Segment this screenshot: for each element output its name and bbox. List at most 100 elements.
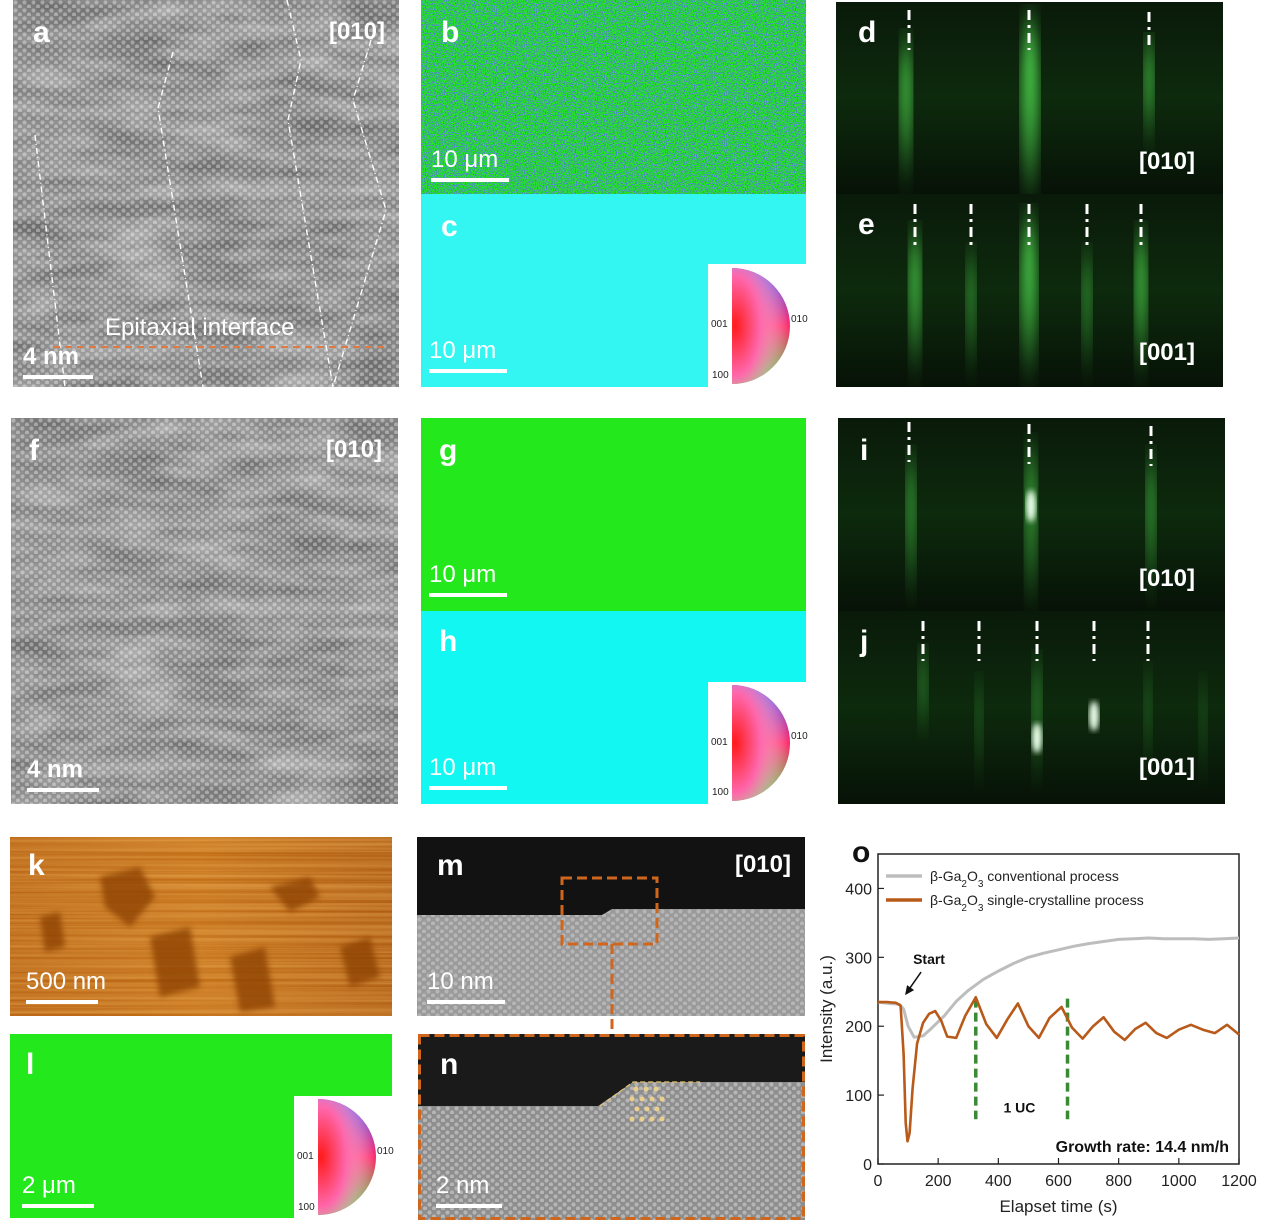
panel-label: n	[440, 1048, 459, 1081]
ipf-key-001: 001	[711, 737, 728, 748]
panel-n-stem-zoom: n 2 nm	[418, 1034, 805, 1220]
scale-bar-label: 4 nm	[27, 756, 84, 783]
stem-texture	[13, 0, 399, 387]
scale-bar-label: 10 μm	[431, 146, 499, 173]
domain-boundary-3	[286, 0, 334, 387]
y-tick-label: 100	[845, 1088, 872, 1105]
scale-bar: 10 μm	[431, 142, 509, 182]
afm-texture	[10, 837, 392, 1016]
y-axis-label: Intensity (a.u.)	[817, 955, 836, 1063]
panel-j-rheed: j [001]	[838, 611, 1225, 804]
legend-entry: β-Ga2O3 single-crystalline process	[930, 892, 1144, 914]
ipf-key-001: 001	[297, 1151, 314, 1162]
ipf-key-100: 100	[712, 787, 729, 798]
panel-b-ebsd-map: b 10 μm	[421, 0, 806, 194]
stem-texture	[11, 418, 398, 804]
legend-entry: β-Ga2O3 conventional process	[930, 868, 1119, 890]
panel-label: h	[439, 625, 458, 658]
start-arrow-head	[905, 985, 915, 996]
domain-boundary-1	[34, 134, 66, 387]
ipf-key-graphic	[732, 685, 790, 801]
scale-bar-label: 10 μm	[429, 337, 497, 364]
panel-label: c	[441, 210, 458, 243]
panel-label: e	[858, 208, 875, 241]
scale-bar-line	[429, 369, 507, 373]
ipf-key-100: 100	[712, 370, 729, 381]
zone-axis-label: [010]	[328, 18, 385, 45]
x-tick-label: 1200	[1221, 1173, 1257, 1190]
start-annotation: Start	[913, 951, 945, 967]
scale-bar: 10 μm	[429, 750, 507, 790]
interface-annotation: Epitaxial interface	[105, 314, 295, 341]
panel-label: d	[858, 16, 877, 49]
ipf-key-010: 010	[791, 314, 808, 325]
scale-bar-label: 10 μm	[429, 561, 497, 588]
scale-bar: 4 nm	[27, 752, 99, 792]
scale-bar: 2 μm	[22, 1168, 94, 1208]
ipf-color-key: 010 001 100	[708, 682, 808, 804]
panel-k-afm-image: k 500 nm	[10, 837, 392, 1016]
y-tick-label: 400	[845, 881, 872, 898]
panel-label: k	[28, 849, 45, 882]
x-tick-label: 400	[985, 1173, 1012, 1190]
ipf-key-graphic	[318, 1099, 376, 1215]
scale-bar: 500 nm	[26, 964, 106, 1004]
panel-label: l	[26, 1048, 35, 1081]
scale-bar-line	[436, 1204, 502, 1208]
panel-a-stem-image: a [010] Epitaxial interface 4 nm	[13, 0, 399, 387]
panel-label: j	[860, 625, 869, 658]
scale-bar-line	[27, 788, 99, 792]
scale-bar-label: 2 nm	[436, 1172, 490, 1199]
panel-label: b	[441, 16, 460, 49]
ipf-key-010: 010	[377, 1146, 394, 1157]
ipf-key-010: 010	[791, 731, 808, 742]
panel-d-rheed: d [010]	[836, 2, 1223, 194]
panel-i-rheed: i [010]	[838, 418, 1225, 611]
rheed-pattern	[838, 418, 1225, 611]
scale-bar-line	[429, 593, 507, 597]
scale-bar: 2 nm	[436, 1168, 502, 1208]
panel-label: m	[437, 849, 464, 882]
ipf-key-001: 001	[711, 319, 728, 330]
y-tick-label: 300	[845, 950, 872, 967]
panel-f-stem-image: f [010] 4 nm	[11, 418, 398, 804]
panel-label: f	[29, 434, 39, 467]
scale-bar: 4 nm	[23, 339, 93, 379]
scale-bar-line	[26, 1000, 98, 1004]
x-tick-label: 200	[925, 1173, 952, 1190]
x-tick-label: 600	[1045, 1173, 1072, 1190]
rheed-pattern	[836, 2, 1223, 194]
scale-bar: 10 μm	[429, 557, 507, 597]
zone-axis-label: [001]	[1138, 339, 1195, 366]
panel-label: i	[860, 434, 869, 467]
panel-label: a	[33, 16, 50, 49]
scale-bar-line	[431, 178, 509, 182]
scale-bar-line	[22, 1204, 94, 1208]
x-tick-label: 1000	[1161, 1173, 1197, 1190]
y-tick-label: 0	[863, 1157, 872, 1174]
scale-bar-label: 4 nm	[23, 343, 80, 370]
rheed-pattern	[838, 611, 1225, 804]
zoom-connector	[610, 944, 614, 1032]
zone-axis-label: [010]	[325, 436, 382, 463]
zone-axis-label: [010]	[1138, 148, 1195, 175]
zone-axis-label: [001]	[1138, 754, 1195, 781]
intensity-chart: 0 200 400 600 800 1000 1200 0 100 200 300 400 Elapse…	[817, 853, 1257, 1216]
ipf-key-100: 100	[298, 1202, 315, 1213]
x-tick-label: 800	[1105, 1173, 1132, 1190]
series-conventional-line	[877, 936, 1240, 1039]
x-tick-label: 0	[874, 1173, 883, 1190]
ipf-color-key: 010 001 100	[708, 264, 808, 388]
scale-bar-label: 10 μm	[429, 754, 497, 781]
scale-bar: 10 μm	[429, 333, 507, 373]
panel-e-rheed: e [001]	[836, 194, 1223, 387]
series-single-crystalline-line	[878, 996, 1240, 1143]
domain-boundary-2	[157, 51, 204, 387]
zone-axis-label: [010]	[1138, 565, 1195, 592]
ipf-color-key: 010 001 100	[294, 1096, 394, 1218]
panel-g-ebsd-map: g 10 μm	[421, 418, 806, 611]
ebsd-speckle	[421, 0, 806, 194]
y-tick-label: 200	[845, 1019, 872, 1036]
scale-bar-label: 2 μm	[22, 1172, 76, 1199]
scale-bar-label: 500 nm	[26, 968, 107, 995]
